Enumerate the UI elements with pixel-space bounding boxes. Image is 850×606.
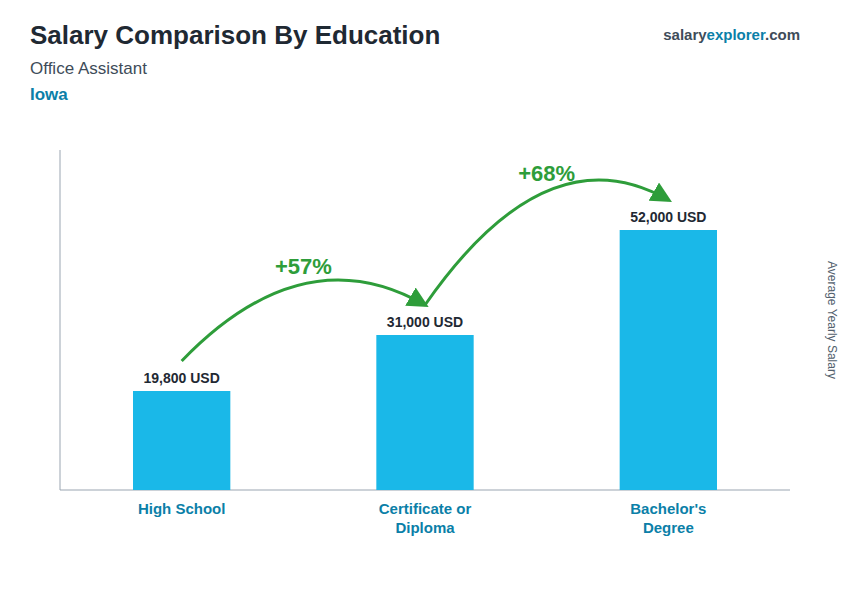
change-label: +68% <box>518 161 575 186</box>
data-label: 19,800 USD <box>144 370 220 386</box>
x-tick-label: High School <box>138 500 226 517</box>
bars <box>133 230 717 490</box>
x-tick-label: Certificate orDiploma <box>379 500 472 536</box>
y-axis-line <box>60 150 61 490</box>
chart: Salary Comparison By Education Office Ass… <box>0 0 850 606</box>
watermark-part: salary <box>663 26 707 43</box>
subtitle: Office Assistant <box>30 59 147 78</box>
data-label: 31,000 USD <box>387 314 463 330</box>
data-label: 52,000 USD <box>630 209 706 225</box>
x-tick-label: Bachelor'sDegree <box>630 500 706 536</box>
bar <box>133 391 230 490</box>
watermark: salaryexplorer.com <box>663 26 800 43</box>
title: Salary Comparison By Education <box>30 20 440 50</box>
watermark-part: explorer <box>707 26 766 43</box>
change-arrow <box>425 180 668 305</box>
change-arrow <box>182 280 425 361</box>
change-label: +57% <box>275 254 332 279</box>
bar <box>376 335 473 490</box>
y-axis-label: Average Yearly Salary <box>825 261 839 379</box>
chart-container: Salary Comparison By Education Office Ass… <box>0 0 850 606</box>
location: Iowa <box>30 85 68 104</box>
bar <box>620 230 717 490</box>
watermark-part: .com <box>765 26 800 43</box>
